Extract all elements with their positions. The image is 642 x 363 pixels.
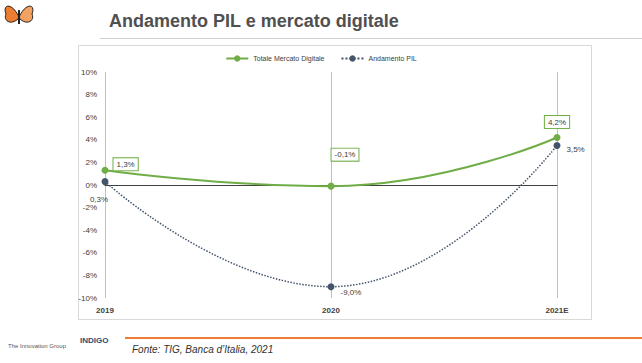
html-text:The Innovation Group: The Innovation Group bbox=[8, 343, 66, 349]
html-text:INDIGO: INDIGO bbox=[80, 336, 109, 345]
svg-text:Totale Mercato Digitale: Totale Mercato Digitale bbox=[253, 55, 324, 63]
svg-text:2021E: 2021E bbox=[545, 306, 569, 315]
svg-text:Andamento PIL: Andamento PIL bbox=[368, 55, 416, 62]
svg-text:-9,0%: -9,0% bbox=[341, 288, 362, 297]
svg-text:0,3%: 0,3% bbox=[90, 195, 108, 204]
svg-text:4%: 4% bbox=[85, 135, 97, 144]
svg-text:8%: 8% bbox=[85, 90, 97, 99]
svg-text:10%: 10% bbox=[81, 68, 97, 77]
svg-text:3,5%: 3,5% bbox=[567, 145, 585, 154]
svg-text:2019: 2019 bbox=[96, 306, 114, 315]
html-text:Fonte: TIG, Banca d’Italia, 20: Fonte: TIG, Banca d’Italia, 2021 bbox=[132, 344, 274, 355]
svg-text:0%: 0% bbox=[85, 181, 97, 190]
svg-text:2%: 2% bbox=[85, 158, 97, 167]
svg-text:-8%: -8% bbox=[83, 271, 97, 280]
svg-text:-4%: -4% bbox=[83, 226, 97, 235]
svg-text:1,3%: 1,3% bbox=[117, 160, 135, 169]
svg-text:-2%: -2% bbox=[83, 203, 97, 212]
svg-text:-0,1%: -0,1% bbox=[335, 150, 356, 159]
svg-text:Andamento PIL e mercato digita: Andamento PIL e mercato digitale bbox=[109, 11, 399, 31]
svg-text:4,2%: 4,2% bbox=[548, 118, 566, 127]
svg-text:-6%: -6% bbox=[83, 248, 97, 257]
svg-text:6%: 6% bbox=[85, 113, 97, 122]
svg-text:-10%: -10% bbox=[78, 294, 97, 303]
svg-text:2020: 2020 bbox=[322, 306, 340, 315]
